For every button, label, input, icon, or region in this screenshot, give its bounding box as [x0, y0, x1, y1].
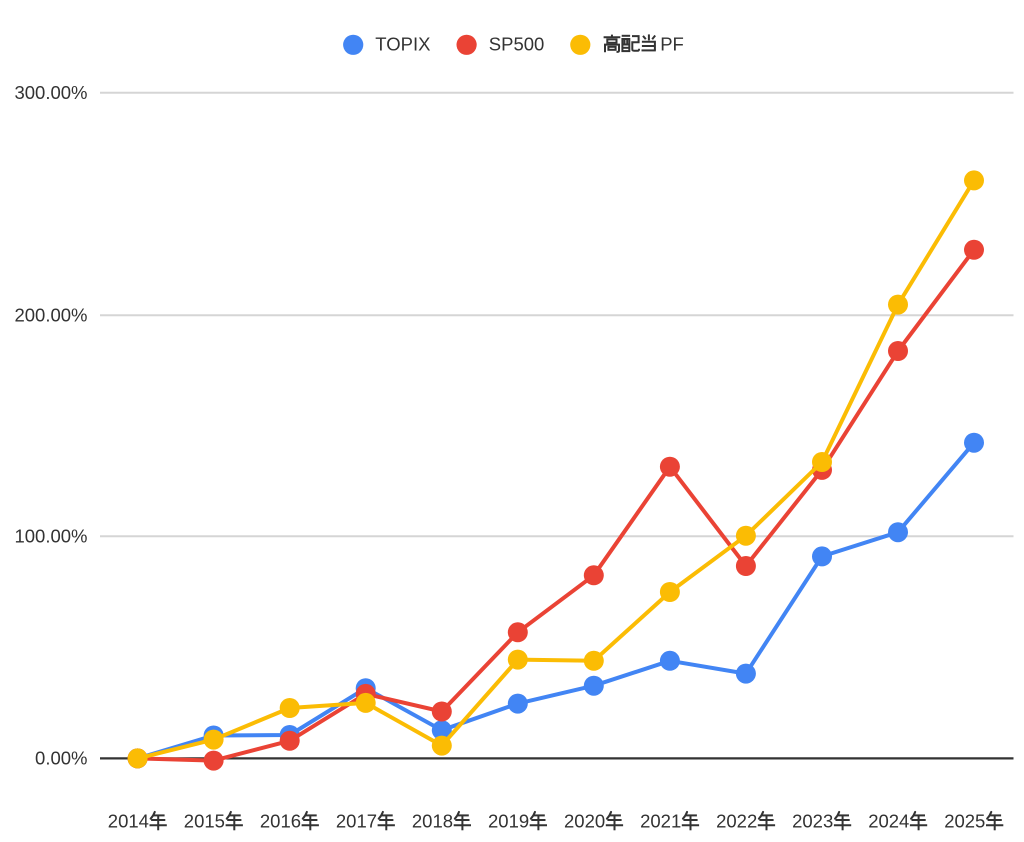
- svg-text:300.00%: 300.00%: [14, 82, 87, 103]
- svg-text:2022: 2022: [716, 811, 757, 832]
- svg-text:2025: 2025: [944, 811, 985, 832]
- svg-text:2021: 2021: [640, 811, 681, 832]
- svg-text:2016: 2016: [260, 811, 301, 832]
- svg-text:PF: PF: [660, 34, 684, 55]
- svg-text:2020: 2020: [564, 811, 605, 832]
- svg-text:TOPIX: TOPIX: [375, 34, 430, 55]
- svg-text:200.00%: 200.00%: [14, 304, 87, 325]
- svg-text:0.00%: 0.00%: [35, 748, 87, 769]
- svg-text:SP500: SP500: [489, 34, 545, 55]
- svg-text:2018: 2018: [412, 811, 453, 832]
- svg-text:2024: 2024: [868, 811, 909, 832]
- svg-text:2015: 2015: [184, 811, 225, 832]
- svg-text:2023: 2023: [792, 811, 833, 832]
- svg-text:2014: 2014: [108, 811, 149, 832]
- svg-text:100.00%: 100.00%: [14, 525, 87, 546]
- svg-text:2017: 2017: [336, 811, 377, 832]
- svg-text:2019: 2019: [488, 811, 529, 832]
